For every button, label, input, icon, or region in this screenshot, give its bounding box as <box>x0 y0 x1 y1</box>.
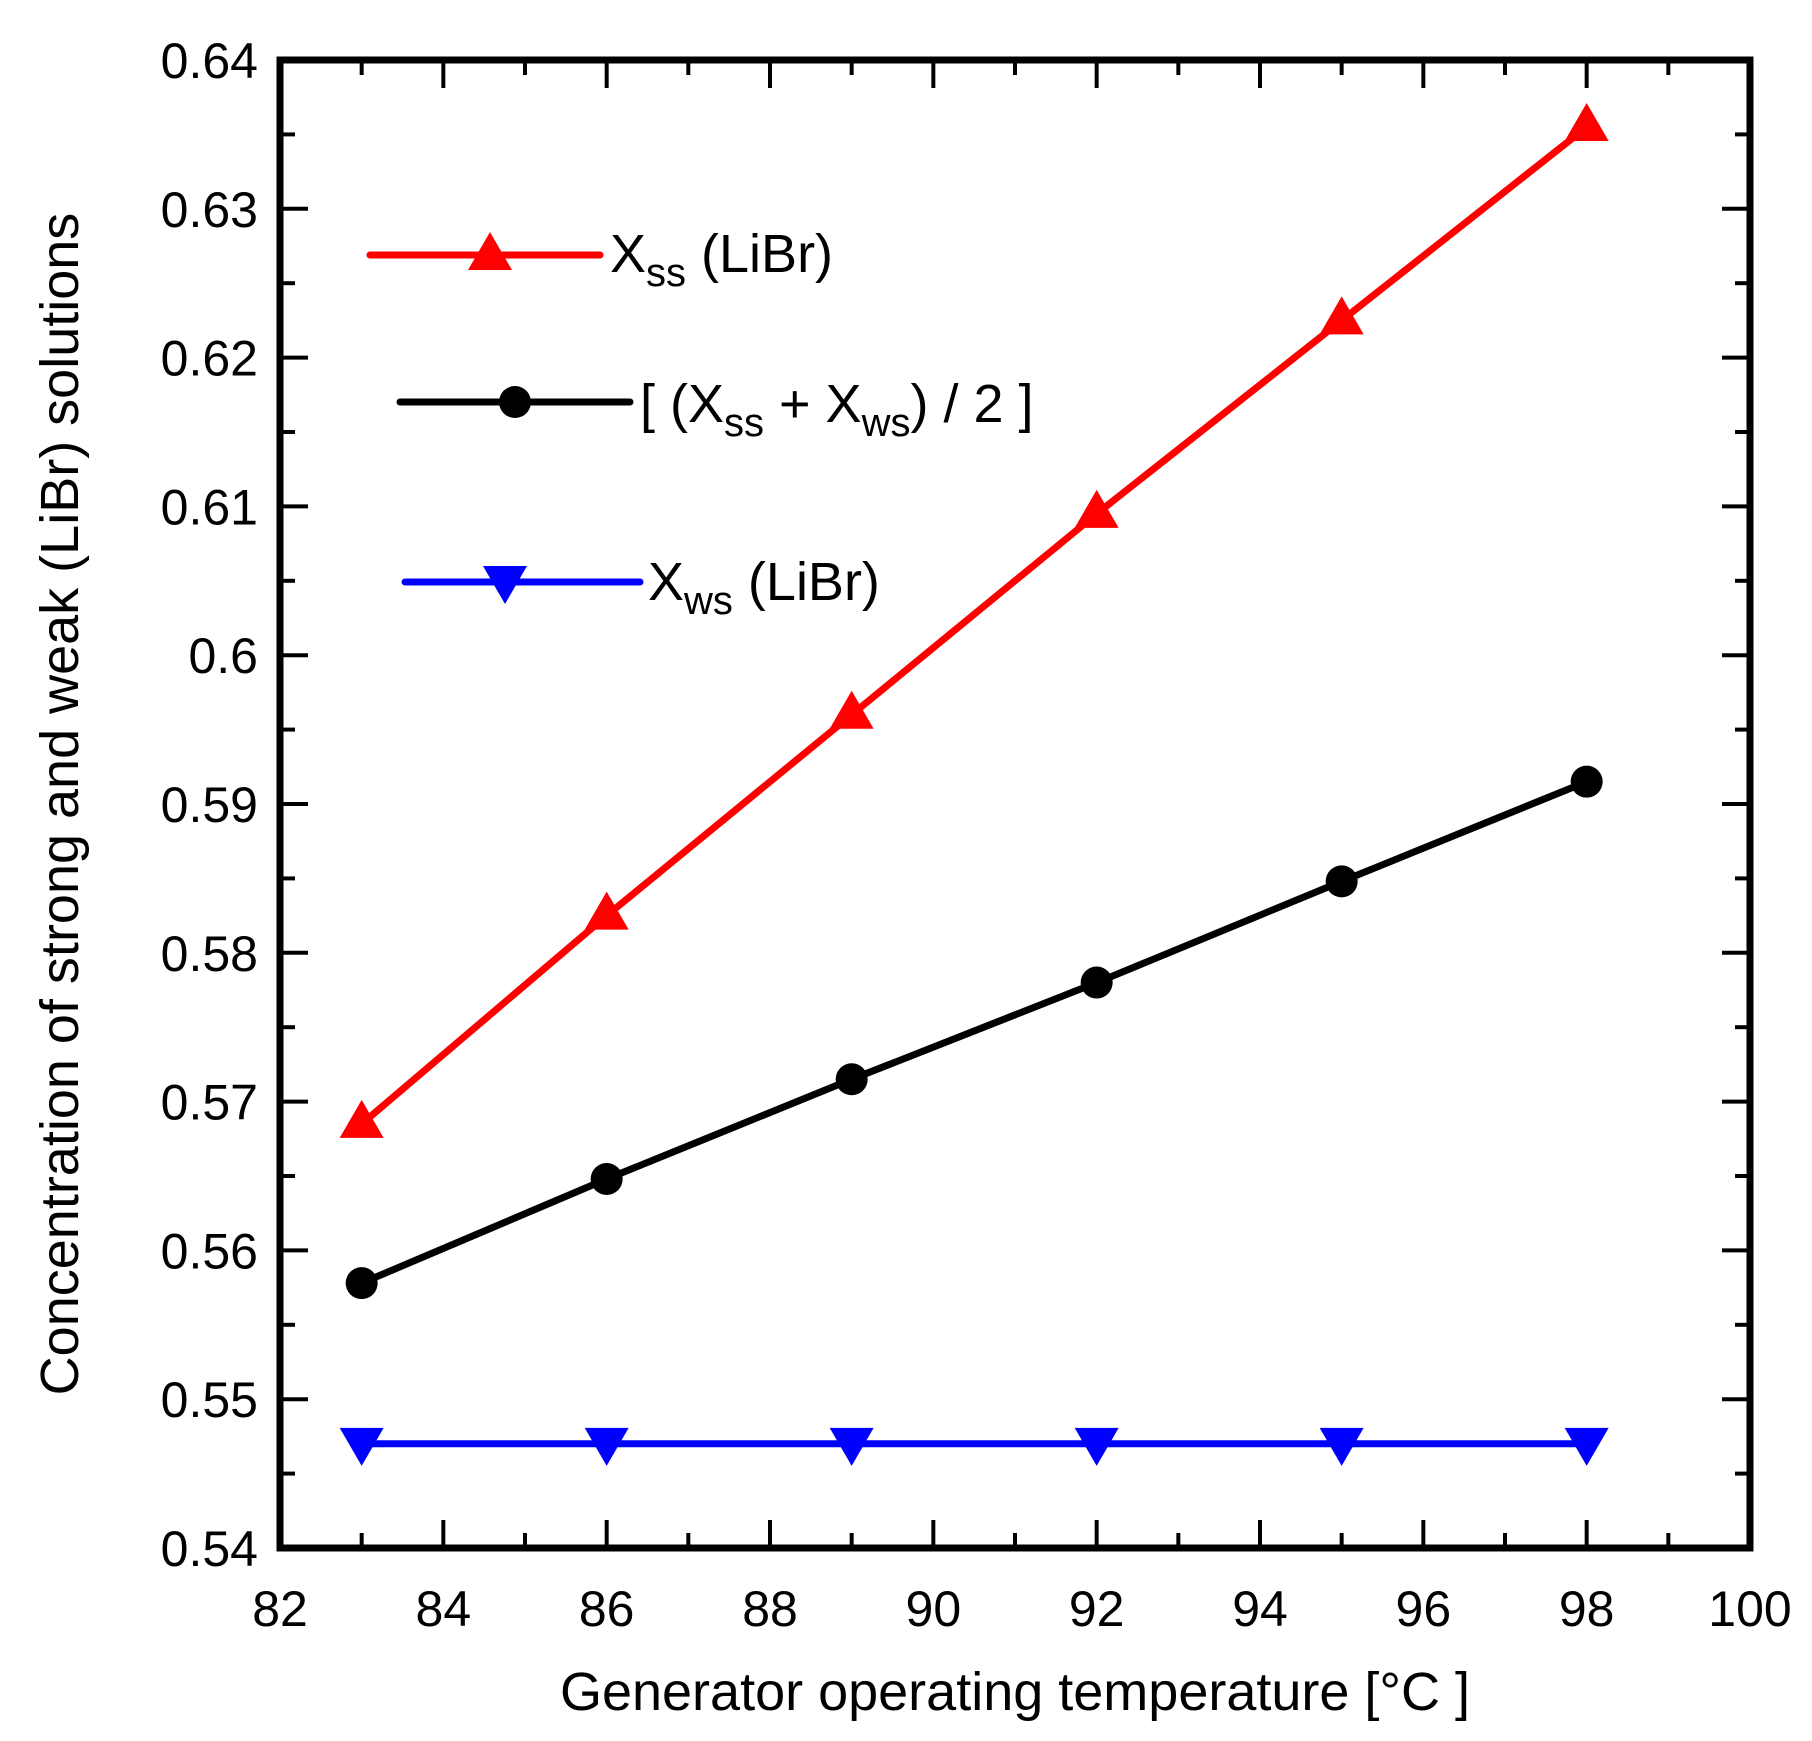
data-point-xws <box>1564 1427 1609 1466</box>
y-tick-label: 0.55 <box>161 1372 258 1428</box>
legend-label-xws-sub: ws <box>683 579 733 623</box>
legend-label-mean-p1: ss <box>724 401 764 445</box>
x-tick-label: 82 <box>252 1581 308 1637</box>
data-point-xss <box>1319 296 1364 335</box>
y-tick-label: 0.62 <box>161 331 258 387</box>
data-point-mean <box>590 1162 623 1195</box>
legend-label-xws-rest: (LiBr) <box>733 552 880 612</box>
y-tick-label: 0.57 <box>161 1075 258 1131</box>
data-point-mean <box>1325 865 1358 898</box>
legend-label-mean-p2: + X <box>764 374 862 434</box>
data-point-xws <box>1074 1427 1119 1466</box>
y-tick-labels: 0.54 0.55 0.56 0.57 0.58 0.59 0.6 0.61 0.62 0.63 0… <box>161 33 258 1577</box>
data-point-xss <box>1564 102 1609 141</box>
y-tick-label: 0.54 <box>161 1521 258 1577</box>
y-tick-label: 0.58 <box>161 926 258 982</box>
legend-marker-xss <box>468 232 512 270</box>
legend-label-mean-p0: [ (X <box>640 374 724 434</box>
legend-label-xss-rest: (LiBr) <box>686 224 833 284</box>
legend-label-mean: [ (Xss + Xws) / 2 ] <box>640 374 1034 445</box>
x-tick-label: 90 <box>906 1581 962 1637</box>
legend-label-xws-main: X <box>648 552 684 612</box>
data-point-xws <box>829 1427 874 1466</box>
y-tick-label: 0.6 <box>188 628 258 684</box>
data-point-xss <box>1074 489 1119 528</box>
axis-ticks <box>278 58 1752 1550</box>
y-tick-label: 0.61 <box>161 479 258 535</box>
legend-label-mean-p3: ws <box>861 401 911 445</box>
legend-label-xss: Xss (LiBr) <box>610 224 833 295</box>
x-tick-label: 84 <box>416 1581 472 1637</box>
legend-item-mean: [ (Xss + Xws) / 2 ] <box>396 374 1034 445</box>
x-tick-label: 100 <box>1708 1581 1791 1637</box>
data-point-mean <box>1080 966 1113 999</box>
x-tick-label: 96 <box>1396 1581 1452 1637</box>
series-markers <box>339 102 1609 1466</box>
legend-label-xss-main: X <box>610 224 646 284</box>
data-point-xss <box>339 1099 384 1138</box>
data-point-xss <box>584 891 629 930</box>
x-tick-label: 98 <box>1559 1581 1615 1637</box>
series-line-mean <box>358 778 1591 1287</box>
legend-label-xss-sub: ss <box>646 251 686 295</box>
y-tick-label: 0.64 <box>161 33 258 89</box>
x-tick-label: 86 <box>579 1581 635 1637</box>
x-tick-label: 88 <box>742 1581 798 1637</box>
legend-marker-xws <box>483 566 527 604</box>
series-lines <box>358 123 1591 1448</box>
x-tick-label: 94 <box>1232 1581 1288 1637</box>
y-tick-label: 0.59 <box>161 777 258 833</box>
data-point-xss <box>829 690 874 729</box>
legend-marker-mean <box>499 386 531 418</box>
x-tick-label: 92 <box>1069 1581 1125 1637</box>
data-point-xws <box>339 1427 384 1466</box>
y-tick-label: 0.56 <box>161 1223 258 1279</box>
data-point-mean <box>1570 765 1603 798</box>
data-point-xws <box>1319 1427 1364 1466</box>
legend: Xss (LiBr) [ (Xss + Xws) / 2 ] Xws (LiBr… <box>366 224 1034 623</box>
x-tick-labels: 82 84 86 88 90 92 94 96 98 100 <box>252 1581 1792 1637</box>
y-axis-title: Concentration of strong and weak (LiBr) … <box>30 213 90 1396</box>
legend-label-xws: Xws (LiBr) <box>648 552 880 623</box>
data-point-xws <box>584 1427 629 1466</box>
y-tick-label: 0.63 <box>161 182 258 238</box>
data-point-mean <box>835 1063 868 1096</box>
data-point-mean <box>345 1267 378 1300</box>
x-axis-title: Generator operating temperature [°C ] <box>560 1662 1470 1722</box>
series-line-xss <box>358 123 1591 1128</box>
legend-item-xws: Xws (LiBr) <box>401 552 880 623</box>
legend-label-mean-p4: ) / 2 ] <box>910 374 1033 434</box>
legend-item-xss: Xss (LiBr) <box>366 224 833 295</box>
